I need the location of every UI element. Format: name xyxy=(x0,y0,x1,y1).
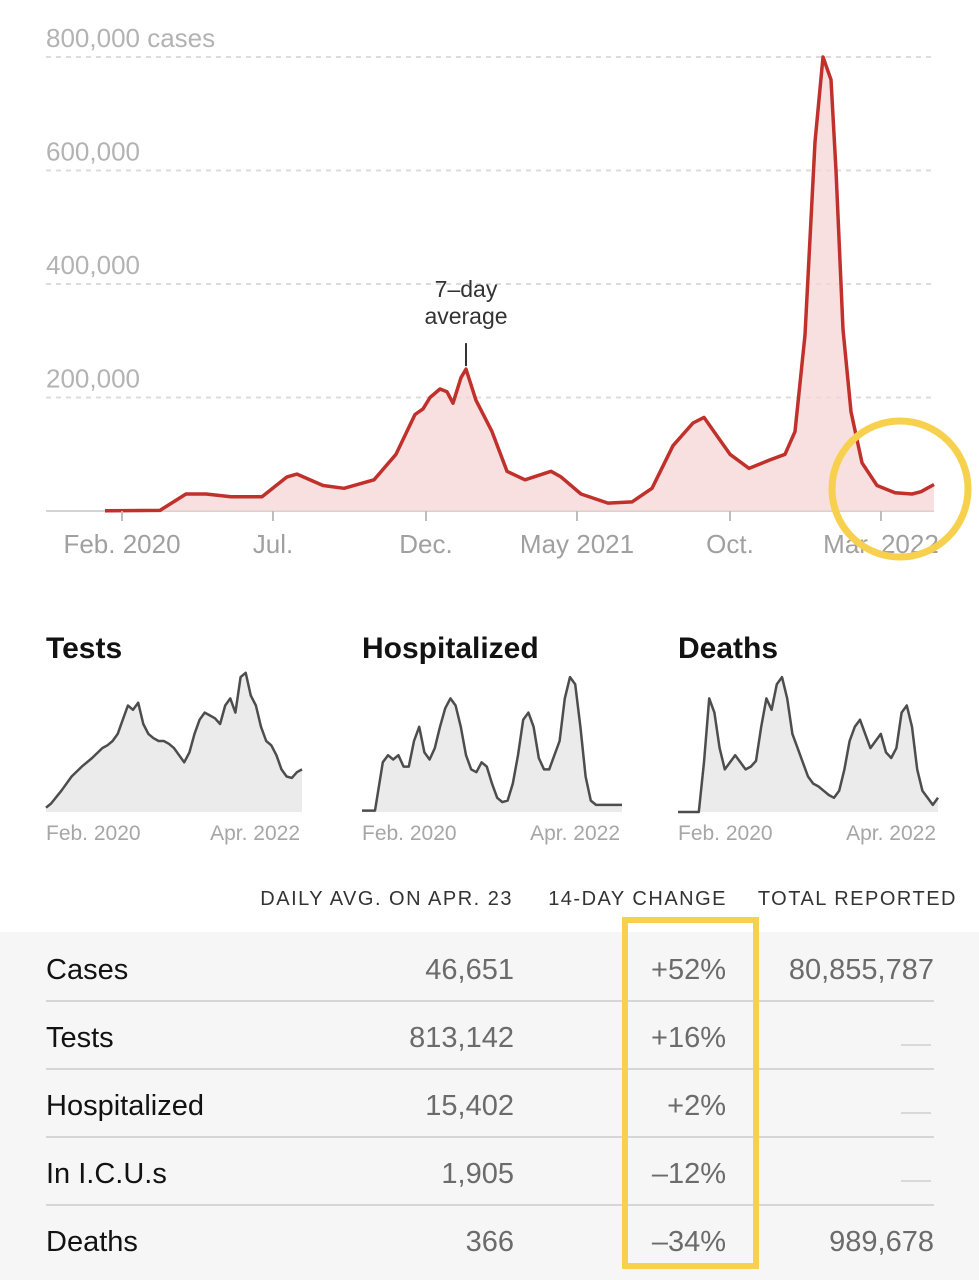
mini-line xyxy=(45,671,303,809)
table-row-hospitalized: Hospitalized 15,402 +2% xyxy=(46,1072,934,1140)
row-divider xyxy=(46,1204,934,1206)
table-row-deaths: Deaths 366 –34% 989,678 xyxy=(46,1208,934,1276)
mini-area xyxy=(678,677,938,812)
x-tick-labels: Feb. 2020 Jul. Dec. May 2021 Oct. Mar. 2022 xyxy=(63,511,939,559)
row-label: Deaths xyxy=(46,1226,138,1258)
mini-line xyxy=(678,675,940,814)
y-tick-labels: 800,000 cases 600,000 400,000 200,000 xyxy=(46,23,215,394)
change-value: +52% xyxy=(651,954,726,986)
row-label: Cases xyxy=(46,954,129,986)
mini-line xyxy=(362,675,622,812)
x-tick-label: Dec. xyxy=(399,529,452,559)
change-column-highlight xyxy=(622,917,759,1269)
mini-start-label: Feb. 2020 xyxy=(46,822,141,845)
row-label: Tests xyxy=(46,1022,114,1054)
mini-start-label: Feb. 2020 xyxy=(362,822,457,845)
daily-avg-value: 813,142 xyxy=(409,1022,514,1054)
annotation-label: average xyxy=(424,303,507,329)
x-tick-label: Oct. xyxy=(706,529,754,559)
row-label: In I.C.U.s xyxy=(46,1158,167,1190)
deaths-mini-chart: Feb. 2020 Apr. 2022 xyxy=(678,675,940,845)
table-row-cases: Cases 46,651 +52% 80,855,787 xyxy=(46,936,934,1004)
mini-end-label: Apr. 2022 xyxy=(210,822,300,845)
mini-end-label: Apr. 2022 xyxy=(846,822,936,845)
hospitalized-title: Hospitalized xyxy=(362,632,539,665)
change-value: –34% xyxy=(651,1226,726,1258)
change-value: +2% xyxy=(667,1090,726,1122)
highlight-circle xyxy=(828,417,972,561)
row-divider xyxy=(46,1136,934,1138)
row-divider xyxy=(46,1068,934,1070)
x-tick-label: Feb. 2020 xyxy=(63,529,180,559)
change-value: –12% xyxy=(651,1158,726,1190)
no-total-dash xyxy=(901,1044,931,1046)
row-divider xyxy=(46,1000,934,1002)
x-tick-label: Jul. xyxy=(253,529,293,559)
total-value: 80,855,787 xyxy=(788,954,934,986)
change-value: +16% xyxy=(651,1022,726,1054)
table-row-icu: In I.C.U.s 1,905 –12% xyxy=(46,1140,934,1208)
y-tick-label: 800,000 cases xyxy=(46,23,215,53)
cases-area xyxy=(105,57,934,511)
no-total-dash xyxy=(901,1180,931,1182)
no-total-dash xyxy=(901,1112,931,1114)
mini-area xyxy=(46,672,302,812)
daily-avg-value: 1,905 xyxy=(441,1158,514,1190)
daily-avg-value: 46,651 xyxy=(425,954,514,986)
total-value: 989,678 xyxy=(829,1226,934,1258)
hospitalized-mini-chart: Feb. 2020 Apr. 2022 xyxy=(362,675,622,845)
x-tick-label: May 2021 xyxy=(520,529,634,559)
mini-area xyxy=(362,677,622,812)
daily-avg-value: 15,402 xyxy=(425,1090,514,1122)
stats-table xyxy=(0,932,979,1280)
row-label: Hospitalized xyxy=(46,1090,204,1122)
table-row-tests: Tests 813,142 +16% xyxy=(46,1004,934,1072)
cases-line xyxy=(104,55,935,513)
mini-start-label: Feb. 2020 xyxy=(678,822,773,845)
header-daily-avg: DAILY AVG. ON APR. 23 xyxy=(260,888,513,910)
y-tick-label: 200,000 xyxy=(46,364,140,394)
header-14-day-change: 14-DAY CHANGE xyxy=(548,888,727,910)
tests-mini-chart: Feb. 2020 Apr. 2022 xyxy=(45,671,303,845)
header-total-reported: TOTAL REPORTED xyxy=(757,888,957,910)
y-tick-label: 400,000 xyxy=(46,250,140,280)
cases-chart: 800,000 cases 600,000 400,000 200,000 Feb. … xyxy=(46,23,972,561)
daily-avg-value: 366 xyxy=(465,1226,514,1258)
annotation-label: 7–day xyxy=(435,276,498,302)
tests-title: Tests xyxy=(46,632,123,665)
mini-end-label: Apr. 2022 xyxy=(530,822,620,845)
y-tick-label: 600,000 xyxy=(46,137,140,167)
deaths-title: Deaths xyxy=(678,632,779,665)
